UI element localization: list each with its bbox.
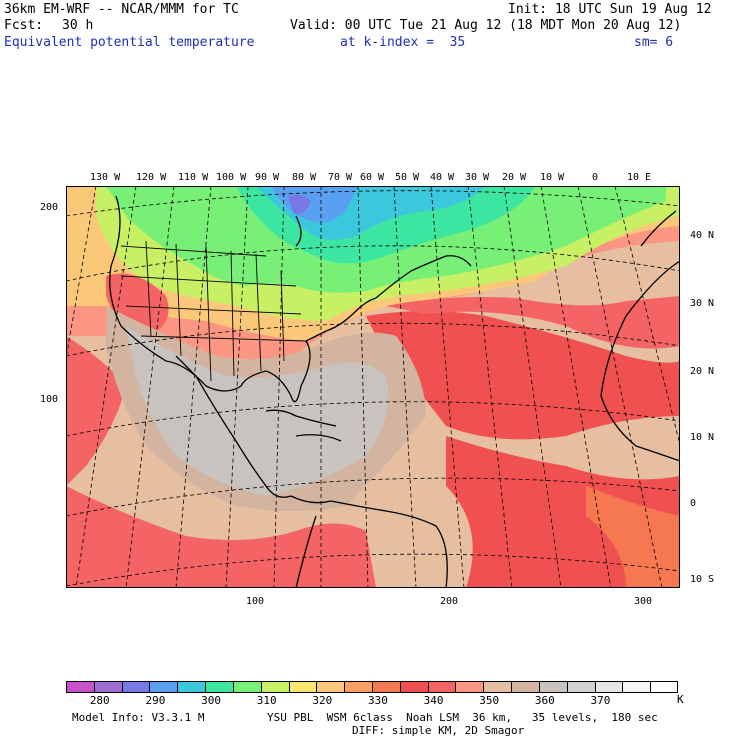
- color-scale-swatch: [594, 681, 623, 693]
- color-scale-swatch: [288, 681, 317, 693]
- lat-label: 40 N: [690, 230, 714, 241]
- forecast-label: Fcst:: [4, 18, 44, 33]
- color-scale-swatch: [93, 681, 122, 693]
- valid-time: Valid: 00 UTC Tue 21 Aug 12 (18 MDT Mon …: [290, 18, 682, 33]
- init-time: Init: 18 UTC Sun 19 Aug 12: [508, 2, 712, 17]
- color-scale-tick-label: 330: [368, 694, 388, 707]
- color-scale-swatch: [232, 681, 261, 693]
- lon-label: 130 W: [90, 172, 121, 183]
- grid-y-label: 200: [40, 202, 58, 213]
- smoothing-info: sm= 6: [634, 35, 674, 50]
- color-scale-swatch: [344, 681, 372, 693]
- color-scale-tick-label: 370: [590, 694, 611, 707]
- color-scale-swatch: [511, 681, 539, 693]
- color-scale-swatch: [260, 681, 289, 693]
- diffusion-info: DIFF: simple KM, 2D Smagor: [352, 724, 525, 737]
- lon-label: 10 E: [627, 172, 651, 183]
- color-scale-tick-label: 320: [312, 694, 333, 707]
- lat-label: 30 N: [690, 298, 714, 309]
- grid-x-label: 300: [634, 596, 652, 607]
- color-scale-swatch: [399, 681, 428, 693]
- lon-label: 70 W: [328, 172, 353, 183]
- lon-label: 100 W: [216, 172, 247, 183]
- grid-x-label: 200: [440, 596, 458, 607]
- lon-label: 60 W: [360, 172, 385, 183]
- color-scale-swatch: [427, 681, 456, 693]
- lon-label: 10 W: [540, 172, 565, 183]
- color-scale-tick-label: 280: [89, 694, 110, 707]
- model-title: 36km EM-WRF -- NCAR/MMM for TC: [4, 2, 239, 17]
- color-scale-swatch: [566, 681, 595, 693]
- color-scale-tick-label: 300: [201, 694, 221, 707]
- lon-label: 30 W: [465, 172, 490, 183]
- color-scale-swatch: [622, 681, 651, 693]
- color-scale-tick-label: 360: [534, 694, 555, 707]
- lon-label: 20 W: [502, 172, 527, 183]
- lon-label: 120 W: [136, 172, 167, 183]
- color-scale-swatch: [121, 681, 150, 693]
- forecast-hour: 30 h: [62, 18, 94, 33]
- color-scale-unit: K: [677, 693, 684, 706]
- grid-y-label: 100: [40, 394, 58, 405]
- lon-label: 40 W: [430, 172, 455, 183]
- color-scale-swatch: [538, 681, 567, 693]
- lon-label: 80 W: [292, 172, 317, 183]
- weather-map: [66, 186, 680, 588]
- color-scale-swatch: [205, 681, 233, 693]
- lon-label: 0: [592, 172, 598, 183]
- level-info: at k-index = 35: [340, 35, 466, 50]
- lon-label: 90 W: [255, 172, 280, 183]
- color-scale-swatch: [66, 681, 94, 693]
- lat-label: 20 N: [690, 366, 714, 377]
- lat-label: 0: [690, 498, 696, 509]
- color-scale-swatch: [372, 681, 400, 693]
- color-scale-swatch: [483, 681, 512, 693]
- grid-x-label: 100: [246, 596, 264, 607]
- lon-label: 50 W: [395, 172, 420, 183]
- field-name: Equivalent potential temperature: [4, 35, 255, 50]
- lon-label: 110 W: [178, 172, 209, 183]
- color-scale-swatch: [177, 681, 206, 693]
- lat-label: 10 N: [690, 432, 714, 443]
- color-scale-swatch: [455, 681, 484, 693]
- color-scale-tick-label: 310: [256, 694, 277, 707]
- color-scale-tick-label: 350: [479, 694, 500, 707]
- color-scale-swatch: [316, 681, 345, 693]
- color-scale-swatch: [650, 681, 678, 693]
- physics-info: YSU PBL WSM 6class Noah LSM 36 km, 35 le…: [267, 711, 658, 724]
- color-scale-swatch: [149, 681, 178, 693]
- color-scale-tick-label: 340: [423, 694, 444, 707]
- model-info: Model Info: V3.3.1 M: [72, 711, 205, 724]
- color-scale-tick-label: 290: [145, 694, 166, 707]
- lat-label: 10 S: [690, 574, 714, 585]
